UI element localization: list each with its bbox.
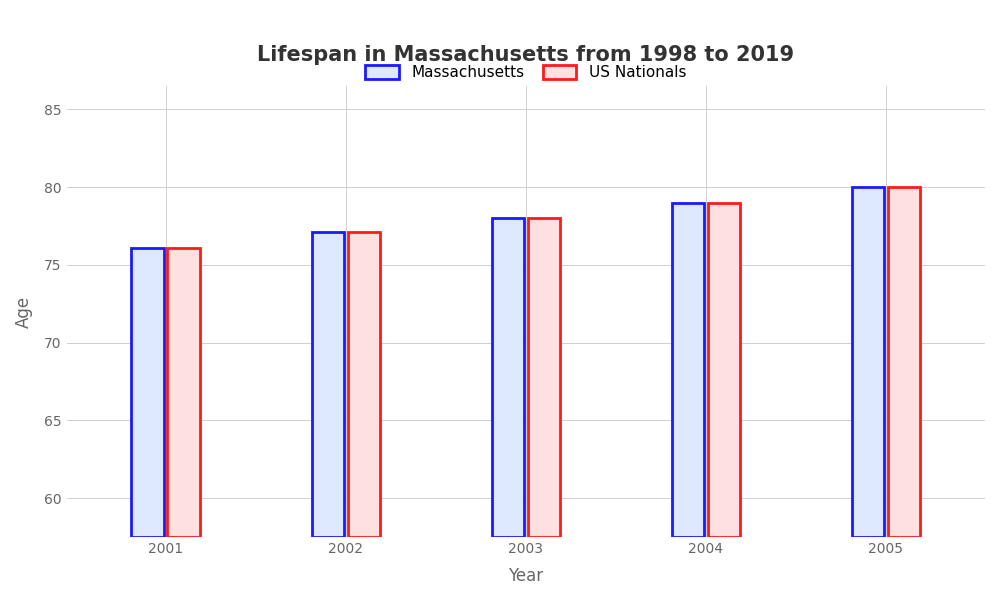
Bar	[708, 203, 740, 537]
Bar	[167, 248, 200, 537]
Bar	[131, 248, 164, 537]
Legend: Massachusetts, US Nationals: Massachusetts, US Nationals	[358, 58, 694, 88]
Title: Lifespan in Massachusetts from 1998 to 2019: Lifespan in Massachusetts from 1998 to 2…	[257, 45, 794, 65]
Y-axis label: Age: Age	[15, 295, 33, 328]
Bar	[528, 218, 560, 537]
Bar	[312, 232, 344, 537]
Bar	[888, 187, 920, 537]
Bar	[852, 187, 884, 537]
Bar	[348, 232, 380, 537]
X-axis label: Year: Year	[508, 567, 543, 585]
Bar	[492, 218, 524, 537]
Bar	[672, 203, 704, 537]
